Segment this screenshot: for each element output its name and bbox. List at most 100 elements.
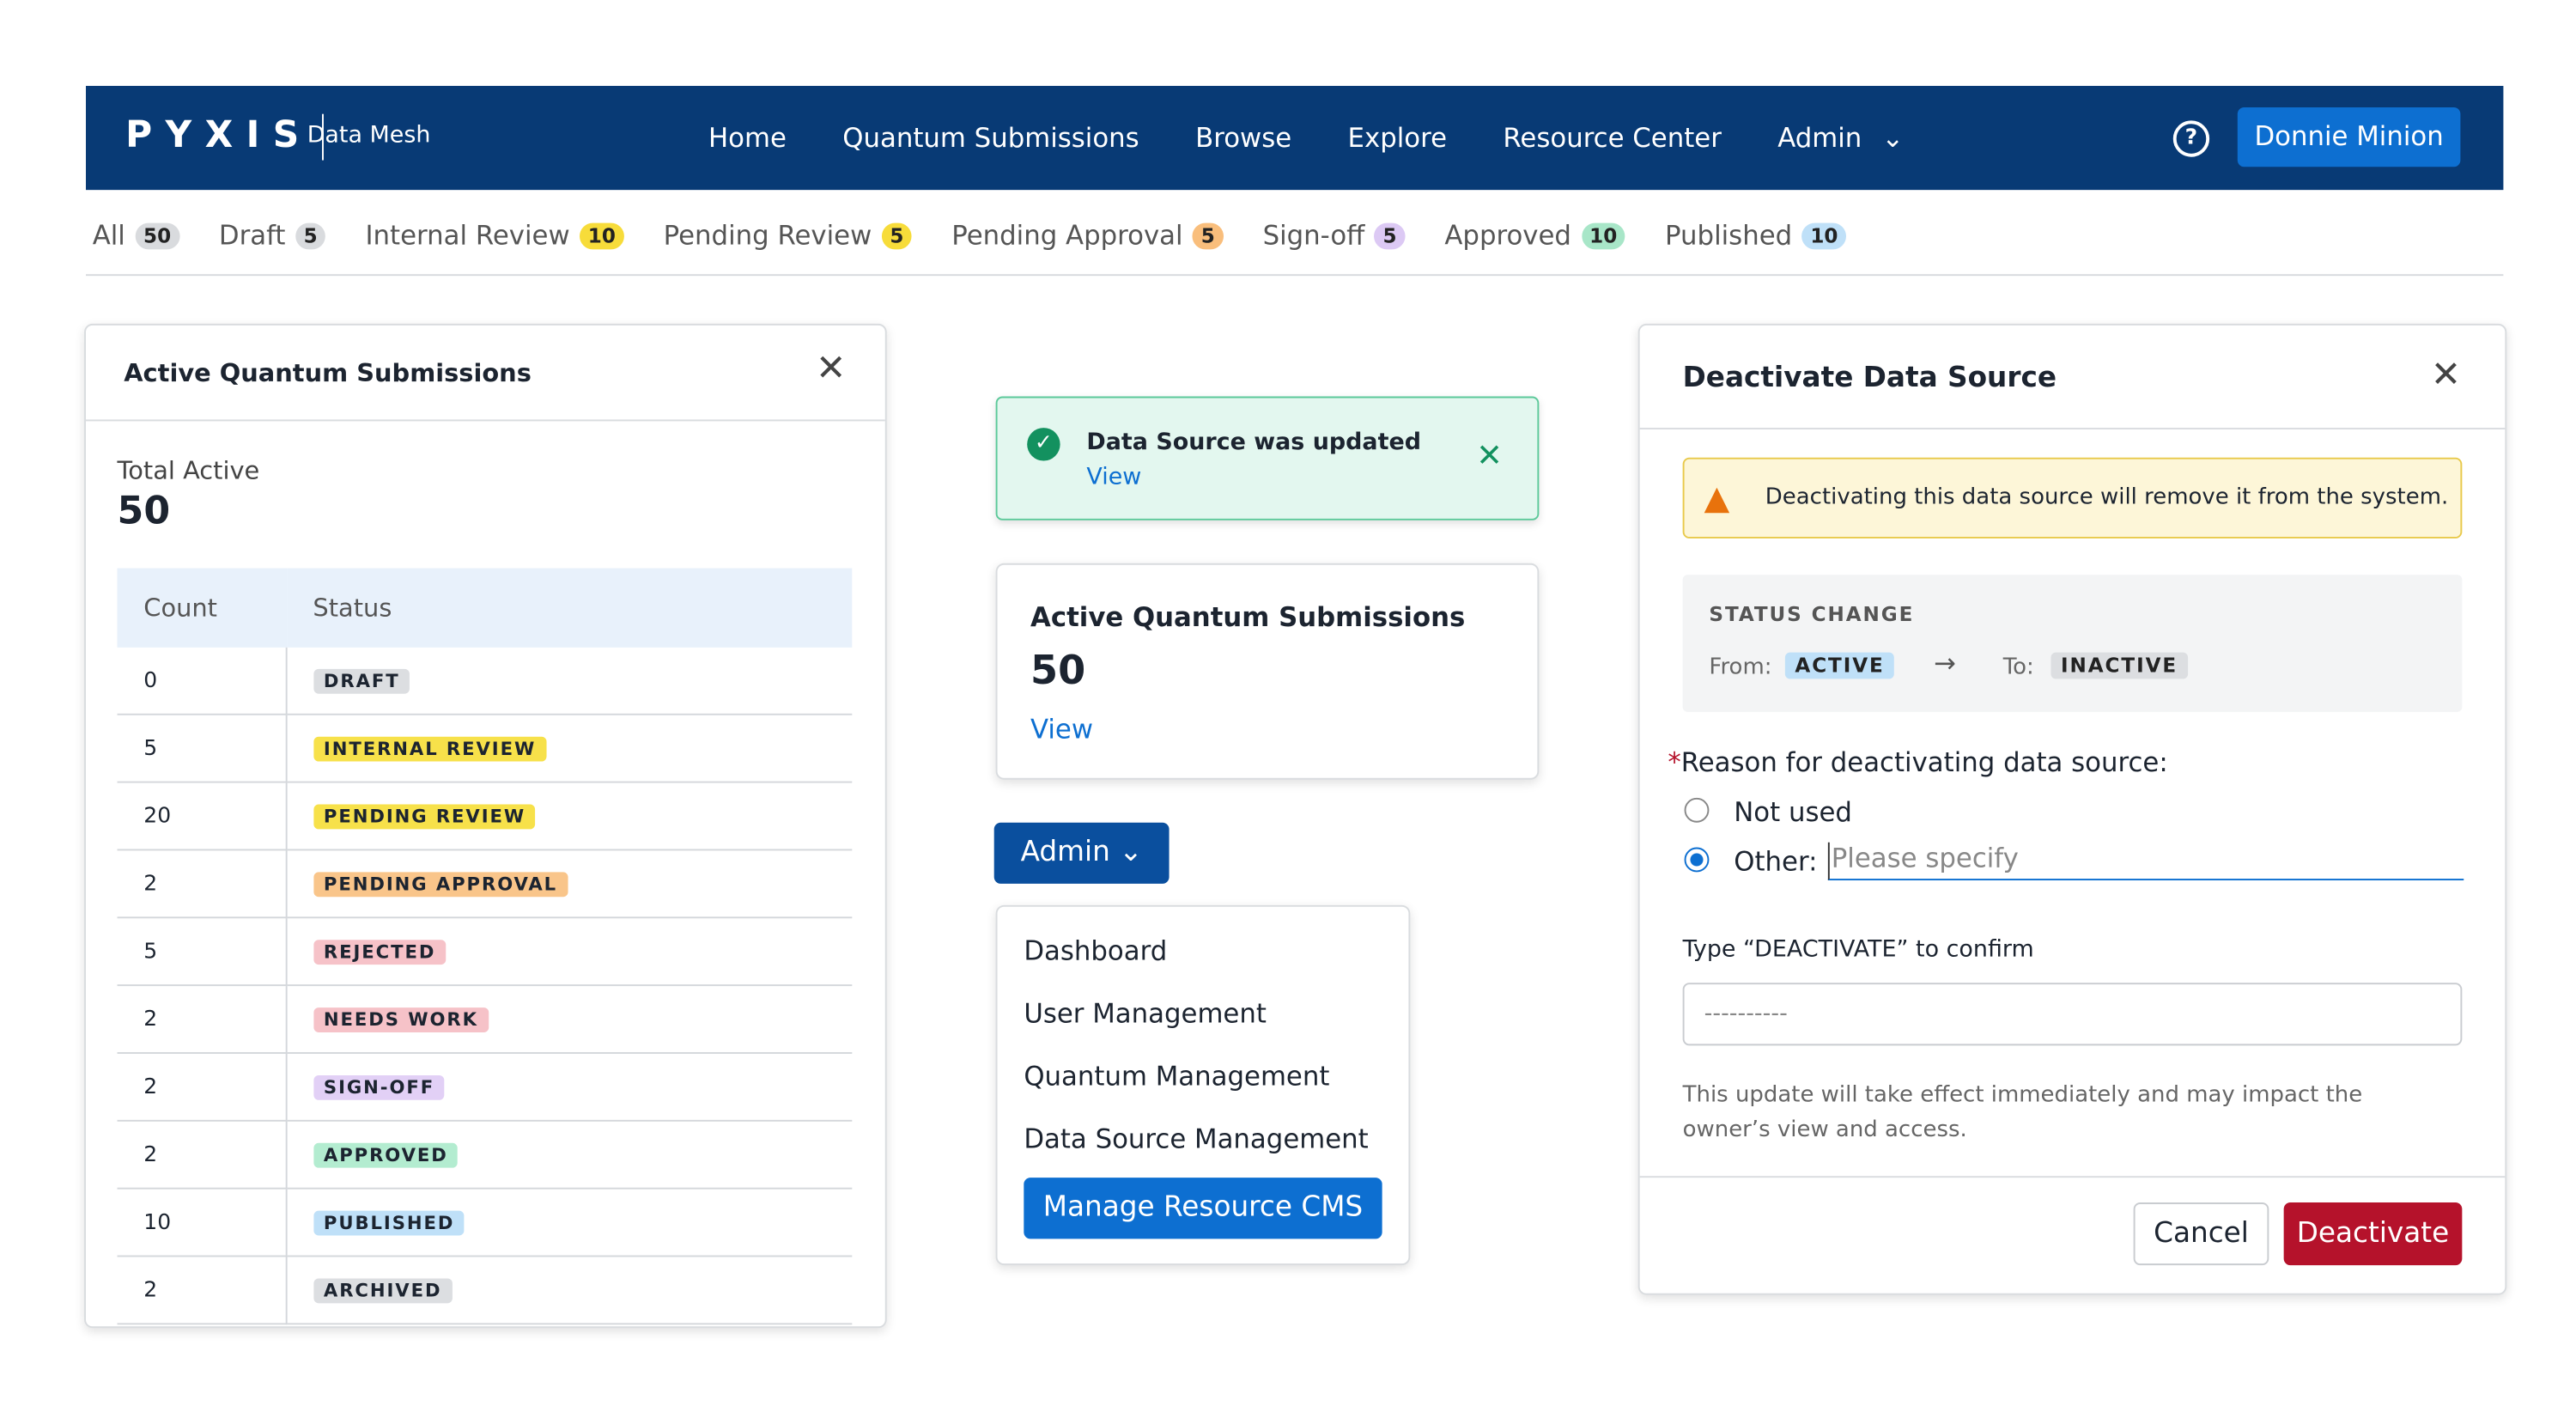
tab-count: 5 [295, 222, 326, 249]
dropdown-menu: Dashboard User Management Quantum Manageme… [995, 904, 1411, 1266]
radio-selected[interactable] [1684, 847, 1710, 873]
tab[interactable]: Draft 5 [218, 219, 326, 252]
column-header: Count [117, 568, 287, 648]
table-row: 0 DRAFT [117, 647, 853, 715]
tab-label: Pending Review [663, 219, 872, 252]
tab[interactable]: Approved 10 [1444, 219, 1625, 252]
status-tag: PENDING REVIEW [313, 803, 536, 829]
tab-count: 10 [1801, 222, 1847, 249]
deactivate-button[interactable]: Deactivate [2283, 1202, 2463, 1266]
user-button[interactable]: Donnie Minion [2237, 107, 2461, 167]
status-tabs: All 50 Draft 5 Internal Review 10 Pending Revi… [93, 219, 1847, 252]
menu-item[interactable]: Data Source Management [1024, 1123, 1369, 1155]
tab-count: 5 [1193, 222, 1224, 249]
status-tag: NEEDS WORK [313, 1007, 489, 1032]
status-tag: APPROVED [313, 1141, 459, 1167]
count-cell: 2 [117, 985, 288, 1054]
summary-card: Active Quantum Submissions 50 View [995, 563, 1540, 780]
from-label: From: [1709, 654, 1772, 681]
status-cell: DRAFT [286, 647, 853, 715]
option-label: Not used [1734, 795, 1852, 828]
tab[interactable]: All 50 [93, 220, 179, 251]
radio[interactable] [1684, 797, 1710, 823]
nav-link[interactable]: Admin ⌄ [1777, 122, 1904, 154]
status-tag: ARCHIVED [313, 1277, 452, 1303]
status-pill: INACTIVE [2050, 652, 2188, 679]
tab[interactable]: Pending Approval 5 [951, 220, 1224, 251]
status-cell: PENDING APPROVAL [286, 849, 853, 919]
status-cell: INTERNAL REVIEW [286, 714, 853, 783]
admin-button[interactable]: Admin ⌄ [993, 822, 1170, 884]
menu-item[interactable]: Quantum Management [1024, 1060, 1330, 1093]
divider [86, 274, 2504, 277]
text-input[interactable]: Please specify [1827, 842, 2464, 881]
divider [1639, 428, 2506, 430]
nav-link-text: Browse [1195, 122, 1292, 154]
status-cell: PUBLISHED [286, 1188, 853, 1257]
tab-label: Draft [218, 219, 286, 252]
close[interactable]: ✕ [1476, 437, 1503, 474]
nav-link[interactable]: Home [708, 122, 787, 154]
logo[interactable]: PYXIS [125, 113, 325, 161]
status-table: Count Status 0 DRAFT 5 INTERNAL REVIEW 20 PEN… [117, 568, 853, 1325]
count-cell: 2 [117, 1120, 288, 1190]
tab[interactable]: Pending Review 5 [663, 219, 913, 252]
menu-item[interactable]: Dashboard [1024, 934, 1168, 967]
nav-link[interactable]: Explore [1348, 122, 1447, 154]
note: This update will take effect immediately… [1682, 1081, 2363, 1143]
required-mark: * [1668, 746, 1681, 778]
card-title: Active Quantum Submissions [1030, 601, 1466, 633]
dialog: Deactivate Data Source ✕ ▲ Deactivating … [1637, 323, 2507, 1295]
to-label: To: [2002, 654, 2034, 681]
confirm-input[interactable]: ---------- [1682, 983, 2463, 1046]
status-cell: ARCHIVED [286, 1256, 853, 1325]
dialog-title: Deactivate Data Source [1682, 362, 2057, 395]
card-link[interactable]: View [1030, 713, 1094, 746]
tab-count: 10 [580, 222, 624, 249]
button-label: Admin [1020, 836, 1110, 869]
count-cell: 5 [117, 714, 288, 783]
nav-link[interactable]: Quantum Submissions [842, 122, 1139, 154]
toast-link[interactable]: View [1086, 464, 1142, 491]
status-pill: ACTIVE [1784, 652, 1895, 679]
tab[interactable]: Published 10 [1665, 220, 1847, 251]
left-panel: Active Quantum Submissions ✕ Total Activ… [84, 323, 887, 1329]
tab[interactable]: Sign-off 5 [1262, 219, 1406, 252]
nav-link[interactable]: Browse [1195, 122, 1291, 154]
tab-count: 50 [135, 222, 179, 249]
nav-link[interactable]: Resource Center [1503, 122, 1721, 154]
nav-link-text: Admin [1777, 122, 1862, 154]
total-label: Total Active [117, 455, 260, 486]
tab-count: 5 [1374, 222, 1406, 249]
status-cell: APPROVED [286, 1120, 853, 1190]
nav-link-text: Home [708, 122, 787, 154]
table-row: 2 APPROVED [117, 1120, 853, 1190]
status-tag: PUBLISHED [313, 1209, 465, 1235]
tab-label: Sign-off [1262, 219, 1365, 252]
tab-count: 10 [1581, 222, 1625, 249]
status-tag: SIGN-OFF [313, 1074, 445, 1099]
tab[interactable]: Internal Review 10 [365, 219, 624, 252]
tab-count: 5 [881, 222, 913, 249]
help-icon[interactable]: ? [2172, 120, 2210, 157]
cancel-button[interactable]: Cancel [2133, 1202, 2269, 1266]
close[interactable]: ✕ [2430, 355, 2462, 397]
table-row: 5 REJECTED [117, 917, 853, 987]
tab-label: Approved [1444, 219, 1571, 252]
card-value: 50 [1030, 647, 1086, 694]
toast-message: Data Source was updated [1086, 429, 1421, 456]
status-change: STATUS CHANGE From: ACTIVE → To: INACTIV… [1682, 575, 2463, 712]
status-cell: SIGN-OFF [286, 1052, 853, 1122]
count-cell: 20 [117, 782, 288, 851]
status-cell: REJECTED [286, 917, 853, 987]
menu-item[interactable]: User Management [1024, 997, 1267, 1030]
table-row: 5 INTERNAL REVIEW [117, 714, 853, 783]
nav-link-text: Quantum Submissions [842, 122, 1139, 154]
table-row: 2 SIGN-OFF [117, 1052, 853, 1122]
tab-label: Internal Review [365, 219, 570, 252]
warning-text: Deactivating this data source will remov… [1765, 484, 2449, 511]
close[interactable]: ✕ [816, 348, 847, 390]
primary-menu-button[interactable]: Manage Resource CMS [1024, 1178, 1382, 1239]
panel-title: Active Quantum Submissions [124, 358, 532, 388]
